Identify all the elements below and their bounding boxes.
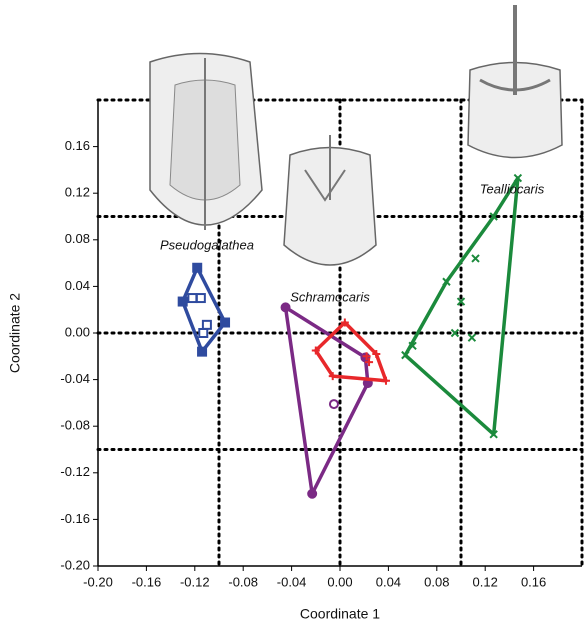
y-tick-label: -0.04 bbox=[60, 371, 90, 386]
y-tick-label: 0.00 bbox=[65, 324, 90, 339]
chart: -0.20 -0.16 -0.12 -0.08 -0.04 0.00 0.04 0.08 0.1… bbox=[0, 0, 584, 630]
species-label: Tealliocaris bbox=[480, 181, 545, 196]
x-tick-label: -0.20 bbox=[83, 574, 113, 589]
y-tick-label: 0.08 bbox=[65, 231, 90, 246]
y-tick-label: -0.20 bbox=[60, 557, 90, 572]
carapace-schramocaris bbox=[284, 135, 376, 265]
point bbox=[472, 255, 479, 262]
point bbox=[330, 400, 338, 408]
x-axis-title: Coordinate 1 bbox=[300, 606, 380, 622]
y-tick-label: -0.16 bbox=[60, 511, 90, 526]
illustrations bbox=[150, 5, 562, 265]
carapace-pseudogalathea bbox=[150, 54, 262, 231]
carapace-tealliocaris bbox=[468, 5, 562, 158]
x-tick-label: 0.08 bbox=[424, 574, 449, 589]
x-tick-label: 0.16 bbox=[521, 574, 546, 589]
point bbox=[282, 303, 290, 311]
point bbox=[198, 348, 206, 356]
point bbox=[203, 321, 211, 329]
y-tick-label: 0.04 bbox=[65, 278, 90, 293]
point bbox=[221, 319, 229, 327]
y-tick-label: 0.16 bbox=[65, 138, 90, 153]
y-tick-label: -0.08 bbox=[60, 418, 90, 433]
point bbox=[199, 329, 207, 337]
point bbox=[193, 264, 201, 272]
y-axis-title: Coordinate 2 bbox=[7, 293, 23, 373]
species-label: Schramocaris bbox=[290, 289, 370, 304]
point bbox=[468, 334, 475, 341]
x-tick-label: -0.16 bbox=[132, 574, 162, 589]
y-tick-label: 0.12 bbox=[65, 185, 90, 200]
x-tick-label: -0.08 bbox=[228, 574, 258, 589]
species-label: Pseudogalathea bbox=[160, 237, 254, 252]
y-tick-label: -0.12 bbox=[60, 464, 90, 479]
page: {"chart_data": {"type": "scatter", "xlab… bbox=[0, 0, 584, 630]
point bbox=[197, 294, 205, 302]
x-tick-label: 0.00 bbox=[327, 574, 352, 589]
x-tick-label: -0.12 bbox=[180, 574, 210, 589]
x-tick-label: -0.04 bbox=[277, 574, 307, 589]
x-tick-label: 0.12 bbox=[473, 574, 498, 589]
point bbox=[179, 298, 187, 306]
point bbox=[308, 490, 316, 498]
point bbox=[188, 294, 196, 302]
x-tick-label: 0.04 bbox=[376, 574, 401, 589]
